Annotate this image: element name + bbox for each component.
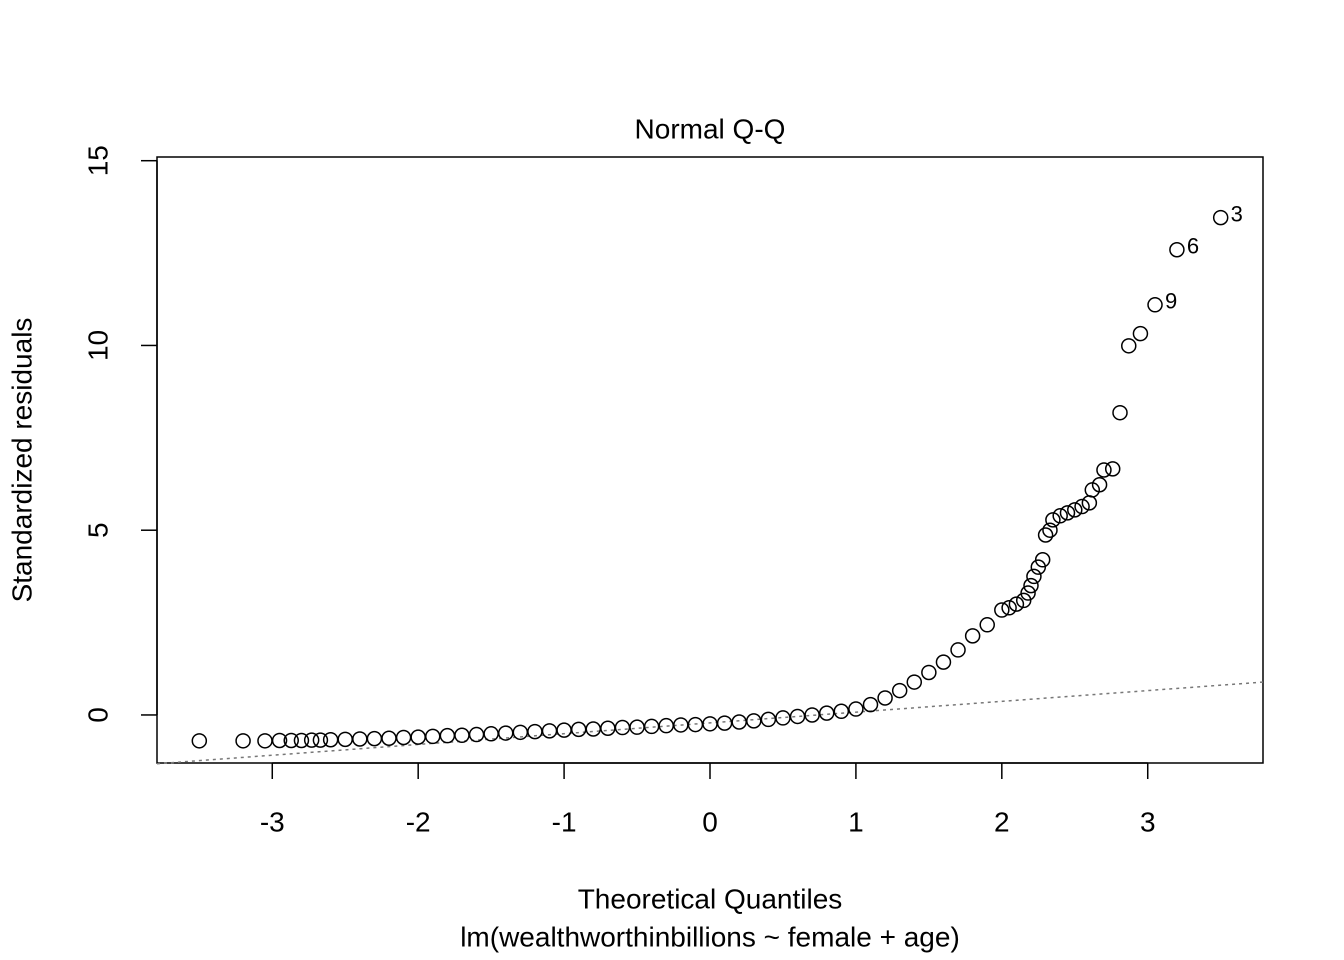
point — [483, 726, 499, 742]
x-tick-label: 2 — [994, 806, 1010, 837]
point — [935, 654, 952, 670]
x-tick-label: -1 — [552, 806, 577, 837]
point — [556, 722, 572, 738]
y-tick-label: 10 — [82, 330, 113, 361]
point — [585, 721, 602, 737]
point — [1001, 600, 1017, 616]
point — [312, 732, 329, 748]
point — [322, 731, 339, 748]
point — [381, 730, 397, 746]
point — [352, 731, 368, 747]
point — [950, 642, 966, 658]
point — [600, 720, 616, 737]
point — [1096, 462, 1112, 478]
point — [760, 711, 777, 728]
point — [643, 718, 660, 735]
point — [425, 728, 441, 745]
point — [775, 710, 791, 726]
plot-frame — [156, 156, 1264, 764]
point — [337, 731, 353, 748]
point — [1020, 585, 1036, 601]
point — [804, 707, 820, 723]
point — [191, 733, 208, 749]
y-tick-label: 0 — [82, 707, 113, 723]
point — [257, 733, 273, 749]
point — [614, 719, 631, 736]
point — [1112, 404, 1128, 421]
point — [1042, 522, 1058, 538]
subtitle: lm(wealthworthinbillions ~ female + age) — [460, 921, 960, 952]
point — [818, 705, 835, 721]
point — [395, 729, 412, 746]
point — [1104, 461, 1121, 477]
point — [1132, 325, 1149, 342]
point — [1052, 508, 1068, 524]
x-tick-label: -3 — [260, 806, 285, 837]
point — [303, 732, 320, 748]
point — [1008, 596, 1025, 612]
point — [629, 719, 645, 735]
point — [833, 703, 850, 720]
point — [746, 713, 762, 729]
x-tick-label: -2 — [406, 806, 431, 837]
y-axis-label: Standardized residuals — [6, 318, 37, 603]
point — [1037, 527, 1054, 543]
point — [570, 721, 587, 738]
point — [1212, 209, 1229, 226]
point — [994, 602, 1010, 618]
point — [497, 725, 514, 741]
point — [293, 732, 310, 749]
point-label: 3 — [1231, 201, 1243, 226]
point — [862, 696, 879, 713]
point — [979, 617, 995, 633]
point — [271, 732, 288, 749]
point — [1147, 297, 1163, 313]
point — [891, 682, 908, 699]
point — [1023, 577, 1039, 594]
point — [1015, 592, 1032, 609]
point — [848, 701, 864, 717]
point — [410, 729, 426, 745]
point — [235, 733, 251, 749]
x-tick-label: 1 — [848, 806, 864, 837]
point — [702, 716, 718, 732]
point — [1034, 552, 1051, 568]
qq-line — [156, 681, 1264, 765]
x-tick-label: 3 — [1140, 806, 1156, 837]
point — [658, 717, 674, 734]
point — [1169, 241, 1185, 258]
point — [283, 732, 299, 749]
chart-title: Normal Q-Q — [635, 113, 786, 144]
point — [366, 730, 383, 747]
point — [439, 727, 456, 744]
point — [1059, 505, 1076, 521]
point — [1091, 477, 1108, 493]
point — [906, 674, 923, 690]
x-tick-label: 0 — [702, 806, 718, 837]
point — [1026, 568, 1042, 585]
y-tick-label: 5 — [82, 522, 113, 538]
point — [468, 726, 485, 743]
point — [1030, 559, 1047, 575]
point — [731, 714, 747, 730]
point — [716, 715, 733, 731]
point — [921, 664, 937, 681]
point — [1074, 498, 1090, 515]
point-label: 9 — [1165, 289, 1177, 314]
x-axis-label: Theoretical Quantiles — [578, 883, 843, 914]
point — [964, 628, 981, 644]
point — [1121, 338, 1137, 354]
point — [1045, 512, 1061, 528]
point — [877, 690, 893, 706]
point-label: 6 — [1187, 234, 1199, 259]
point — [454, 727, 470, 744]
point — [1067, 502, 1083, 518]
point — [541, 723, 558, 739]
y-tick-label: 15 — [82, 145, 113, 176]
